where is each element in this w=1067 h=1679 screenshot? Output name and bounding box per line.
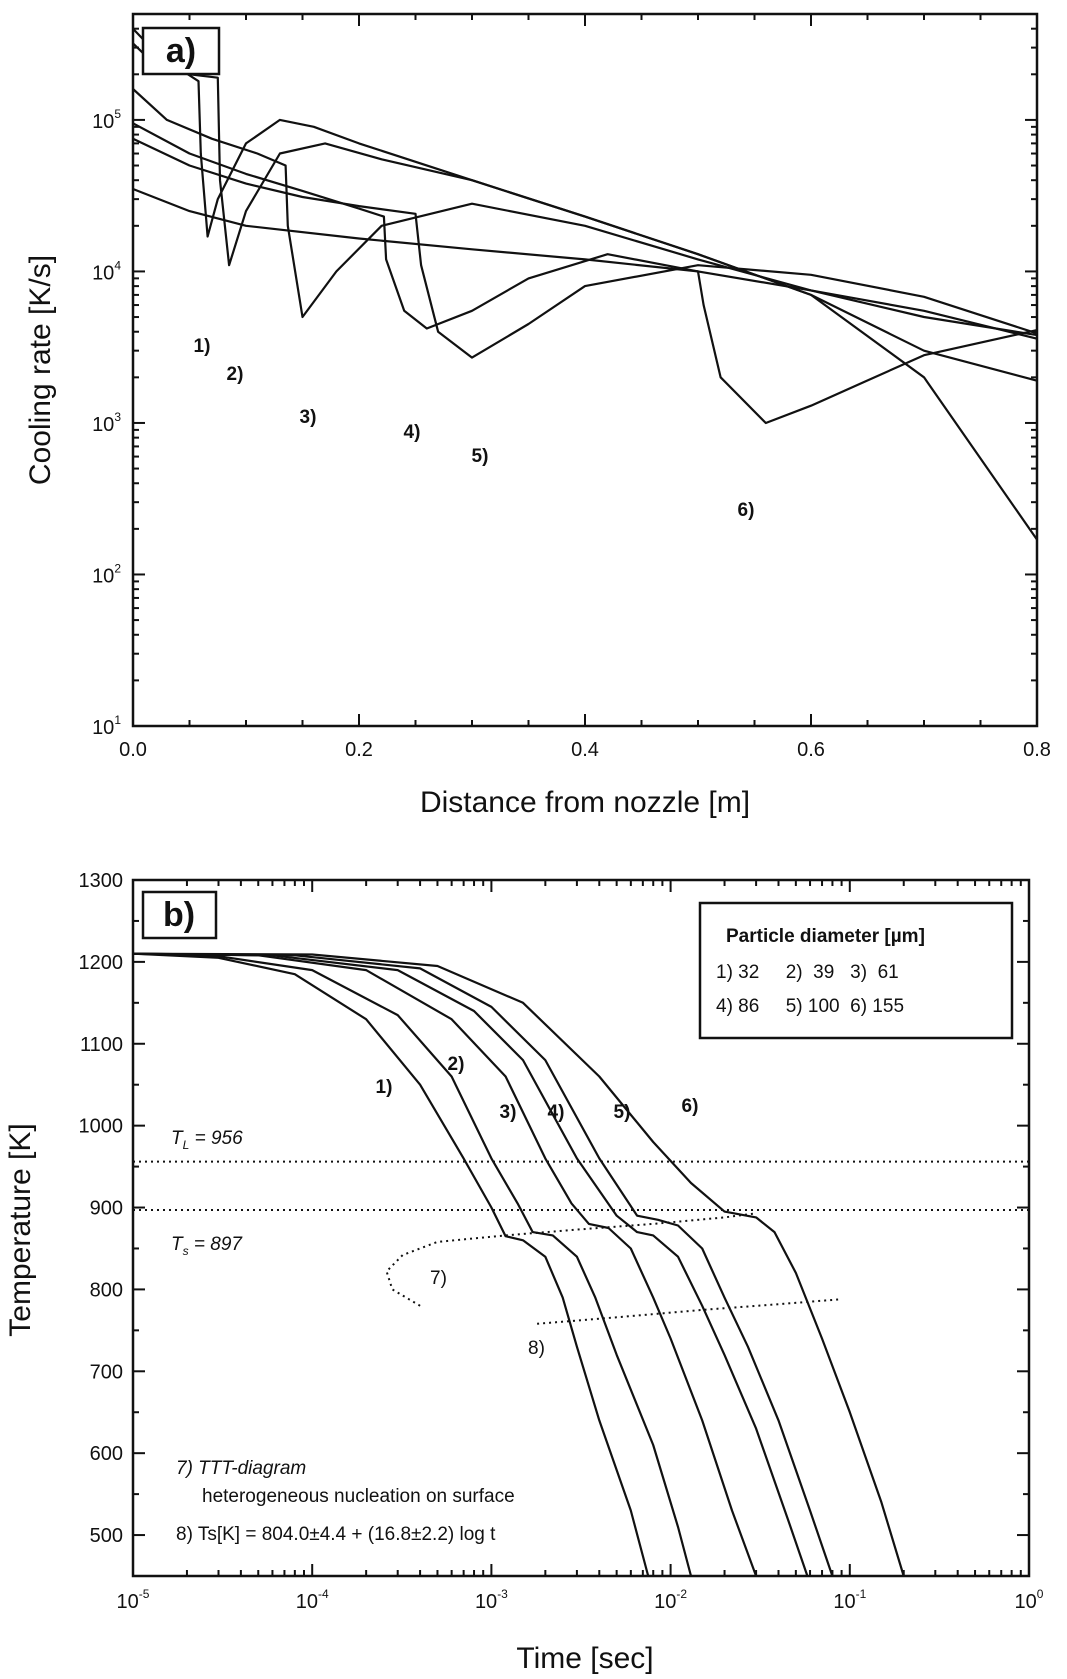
ts-line-label: 8) <box>528 1338 545 1359</box>
legend-row-2: 4) 86 5) 100 6) 155 <box>716 996 904 1017</box>
ts-line <box>537 1298 842 1325</box>
series-b-3-label: 3) <box>500 1102 517 1123</box>
y-tick-b-label: 1300 <box>79 870 124 892</box>
legend-title: Particle diameter [µm] <box>726 926 925 947</box>
y-axis-a-label: Cooling rate [K/s] <box>24 255 57 485</box>
y-tick-a-label: 101 <box>92 713 121 739</box>
liquidus-label: TL = 956 <box>171 1128 243 1152</box>
x-tick-b-label: 10-1 <box>833 1587 866 1613</box>
chart-b-reference-lines <box>133 1160 1029 1325</box>
series-a-6-line <box>132 187 1038 425</box>
y-tick-b-label: 700 <box>90 1361 123 1383</box>
panel-a-label: a) <box>166 32 196 70</box>
y-tick-b-label: 1100 <box>80 1034 123 1056</box>
plot-b-frame <box>131 878 1031 1578</box>
series-b-2-line <box>132 952 693 1577</box>
x-tick-a-label: 0.0 <box>119 739 147 761</box>
annotation-ts-formula: 8) Ts[K] = 804.0±4.4 + (16.8±2.2) log t <box>176 1524 496 1545</box>
y-tick-b-label: 1200 <box>79 952 124 974</box>
chart-b: 10-5 10-4 10-3 10-2 10-1 100 500 600 700 800 900 10… <box>4 870 1044 1675</box>
solidus-label: Ts = 897 <box>171 1234 243 1258</box>
series-a-5-label: 5) <box>472 446 489 467</box>
y-tick-b-label: 600 <box>90 1443 123 1465</box>
ttt-curve <box>385 1212 757 1307</box>
x-tick-b-label: 100 <box>1015 1587 1044 1613</box>
x-axis-b-label: Time [sec] <box>516 1642 653 1675</box>
x-tick-a-label: 0.4 <box>571 739 599 761</box>
annotation-ttt-title: 7) TTT-diagram <box>176 1458 306 1479</box>
y-tick-b-label: 1000 <box>79 1116 124 1138</box>
series-b-1-line <box>132 952 650 1577</box>
ttt-curve-label: 7) <box>430 1268 447 1289</box>
y-axis-b-label: Temperature [K] <box>4 1123 37 1336</box>
y-tick-a-label: 102 <box>92 561 121 587</box>
series-b-2-label: 2) <box>448 1054 465 1075</box>
x-tick-b-label: 10-2 <box>654 1587 687 1613</box>
series-b-6-label: 6) <box>682 1096 699 1117</box>
panel-b-box <box>141 890 218 940</box>
series-a-4-label: 4) <box>404 422 421 443</box>
y-tick-a-label: 105 <box>92 107 121 133</box>
x-tick-a-label: 0.8 <box>1023 739 1051 761</box>
series-b-3-line <box>132 952 758 1577</box>
series-a-2-label: 2) <box>227 364 244 385</box>
series-b-6-line <box>132 952 905 1577</box>
series-a-3-line <box>132 88 1038 340</box>
series-b-5-label: 5) <box>614 1102 631 1123</box>
series-a-1-line <box>132 27 1038 382</box>
series-a-6-label: 6) <box>738 500 755 521</box>
panel-a-box <box>141 26 221 76</box>
series-b-4-line <box>132 952 809 1577</box>
plot-a-frame <box>131 12 1039 728</box>
legend-row-1: 1) 32 2) 39 3) 61 <box>716 962 899 983</box>
series-a-1-label: 1) <box>194 336 211 357</box>
series-a-5-line <box>132 137 1038 359</box>
annotation-ttt-desc: heterogeneous nucleation on surface <box>202 1486 515 1507</box>
series-b-4-label: 4) <box>548 1102 565 1123</box>
y-tick-b-label: 800 <box>90 1279 123 1301</box>
y-tick-b-label: 500 <box>90 1525 123 1547</box>
x-tick-b-label: 10-5 <box>117 1587 150 1613</box>
chart-b-curves <box>132 952 905 1577</box>
y-tick-a-label: 103 <box>92 410 121 436</box>
y-tick-b-label: 900 <box>90 1198 123 1220</box>
x-axis-a-label: Distance from nozzle [m] <box>420 786 750 819</box>
series-a-4-line <box>132 122 1038 337</box>
x-tick-b-label: 10-3 <box>475 1587 508 1613</box>
series-b-1-label: 1) <box>376 1077 393 1098</box>
chart-a-curves <box>132 27 1038 541</box>
chart-b-ticks: 10-5 10-4 10-3 10-2 10-1 100 500 600 700 800 900 10… <box>79 870 1044 1613</box>
chart-a: 0.00.20.40.60.8101102103104105106 a) 1) … <box>24 12 1051 819</box>
x-tick-a-label: 0.6 <box>797 739 825 761</box>
series-a-3-label: 3) <box>300 407 317 428</box>
x-tick-a-label: 0.2 <box>345 739 373 761</box>
x-tick-b-label: 10-4 <box>296 1587 329 1613</box>
legend-box <box>698 901 1014 1040</box>
panel-b-label: b) <box>163 896 195 934</box>
y-tick-a-label: 104 <box>92 258 121 284</box>
series-b-5-line <box>132 952 834 1577</box>
